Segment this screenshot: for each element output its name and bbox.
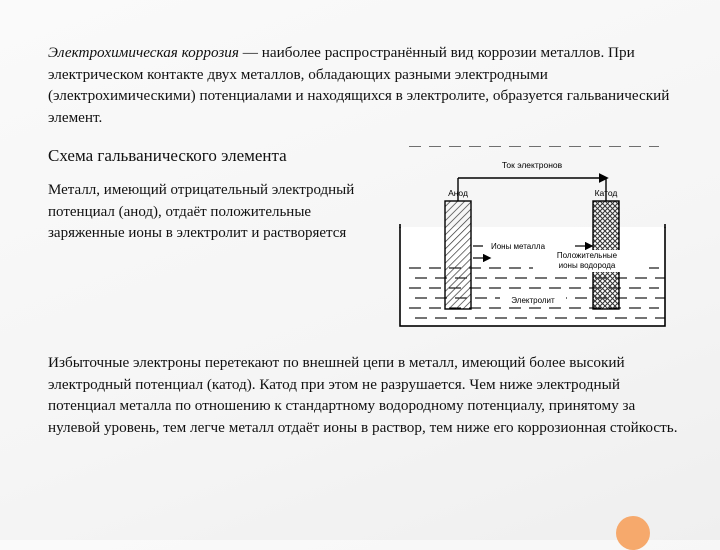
label-electrolyte: Электролит: [511, 296, 555, 305]
galvanic-cell-diagram: Ток электронов Анод Катод Ионы металла: [385, 146, 680, 336]
accent-dot: [616, 516, 650, 550]
diagram-subtitle: Схема гальванического элемента: [48, 146, 371, 166]
svg-text:Положительные: Положительные: [557, 251, 618, 260]
label-metal-ions: Ионы металла: [491, 242, 546, 251]
label-anode: Анод: [448, 188, 468, 198]
label-electron-flow: Ток электронов: [502, 160, 563, 170]
label-cathode: Катод: [595, 188, 618, 198]
bottom-paragraph: Избыточные электроны перетекают по внешн…: [48, 352, 680, 438]
intro-paragraph: Электрохимическая коррозия — наиболее ра…: [48, 42, 680, 128]
svg-text:ионы водорода: ионы водорода: [559, 261, 616, 270]
anode-paragraph: Металл, имеющий отрицательный электродны…: [48, 180, 371, 244]
intro-emphasis: Электрохимическая коррозия: [48, 44, 239, 61]
